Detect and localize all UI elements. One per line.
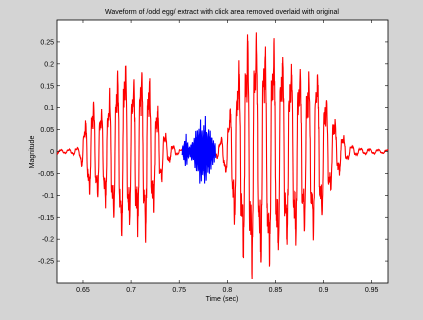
y-tick-label: 0.1 — [44, 105, 54, 112]
x-axis-label: Time (sec) — [206, 296, 239, 303]
x-tick-label: 0.85 — [269, 287, 283, 294]
y-tick-label: -0.25 — [38, 259, 54, 266]
ticks-layer: 0.65 0.7 0.75 0.8 0.85 0.9 0.95 0.25 0.2 0.15 0.1 0… — [38, 20, 388, 294]
series-line — [215, 32, 389, 280]
waveform-layer — [56, 32, 389, 280]
x-tick-label: 0.65 — [76, 287, 90, 294]
x-tick-label: 0.8 — [222, 287, 232, 294]
y-tick-label: 0.15 — [40, 83, 54, 90]
y-tick-label: 0.25 — [40, 39, 54, 46]
y-tick-label: -0.15 — [38, 215, 54, 222]
series-line — [181, 115, 217, 184]
y-tick-label: 0.05 — [40, 127, 54, 134]
y-axis-label: Magnitude — [29, 136, 36, 169]
chart-title: Waveform of /odd egg/ extract with click… — [105, 9, 339, 16]
x-tick-label: 0.95 — [365, 287, 379, 294]
y-tick-label: -0.1 — [42, 193, 54, 200]
series-line — [56, 65, 183, 243]
x-tick-label: 0.7 — [126, 287, 136, 294]
x-tick-label: 0.9 — [319, 287, 329, 294]
y-tick-label: -0.05 — [38, 171, 54, 178]
x-tick-label: 0.75 — [172, 287, 186, 294]
y-tick-label: -0.2 — [42, 237, 54, 244]
y-tick-label: 0.2 — [44, 61, 54, 68]
y-tick-label: 0 — [50, 149, 54, 156]
